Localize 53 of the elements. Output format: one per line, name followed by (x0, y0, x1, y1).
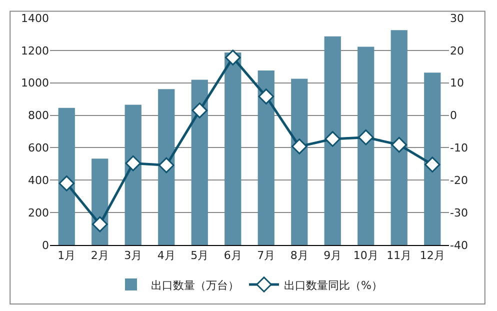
legend-label: 出口数量同比（%） (284, 278, 382, 292)
y2-tick-label: 20 (450, 44, 464, 58)
point (58, 175, 75, 192)
x-tick-label: 2月 (90, 249, 109, 262)
point (424, 156, 440, 172)
x-tick-label: 4月 (157, 249, 176, 262)
y2-tick-label: -20 (450, 174, 468, 187)
point (258, 88, 274, 104)
point (358, 129, 374, 146)
y2-tick-label: -10 (450, 142, 468, 155)
bar (191, 80, 208, 245)
bar (390, 30, 408, 245)
bar (424, 72, 441, 245)
x-tick-label: 8月 (290, 249, 308, 262)
point (192, 102, 208, 118)
y-tick-label: 800 (28, 109, 49, 122)
y2-tick-label: 0 (450, 109, 457, 122)
y2-tick-label: -30 (450, 206, 468, 220)
x-tick-label: 11月 (386, 249, 412, 262)
y2-tick-label: 10 (450, 76, 464, 90)
x-tick-label: 3月 (124, 249, 142, 262)
bar (158, 89, 175, 245)
x-tick-label: 7月 (257, 249, 276, 262)
x-tick-label: 12月 (420, 249, 445, 262)
point (92, 216, 108, 232)
y-tick-label: 600 (28, 142, 49, 155)
bar (258, 70, 274, 245)
y-tick-label: 200 (28, 206, 49, 220)
point (224, 50, 241, 66)
y-tick-label: 1000 (21, 76, 49, 90)
y-tick-label: 400 (28, 174, 49, 187)
y2-tick-label: 30 (450, 12, 464, 25)
bar (124, 104, 142, 245)
x-tick-label: 1月 (58, 249, 76, 262)
x-tick-label: 9月 (324, 249, 342, 262)
bar (224, 52, 242, 245)
bar (324, 36, 341, 245)
point (324, 131, 341, 147)
legend-label: 出口数量（万台） (151, 278, 239, 292)
point (391, 136, 408, 153)
bar (58, 108, 75, 245)
y-tick-label: 1200 (21, 44, 49, 58)
x-tick-label: 6月 (224, 249, 242, 262)
bar (291, 78, 308, 245)
point (291, 138, 308, 154)
y-tick-label: 1400 (21, 12, 49, 25)
x-tick-label: 5月 (190, 249, 209, 262)
y2-tick-label: -40 (450, 238, 468, 252)
point (125, 155, 142, 172)
bar (358, 46, 374, 245)
x-tick-label: 10月 (353, 249, 378, 262)
point (158, 157, 174, 174)
y-tick-label: 0 (42, 238, 49, 252)
